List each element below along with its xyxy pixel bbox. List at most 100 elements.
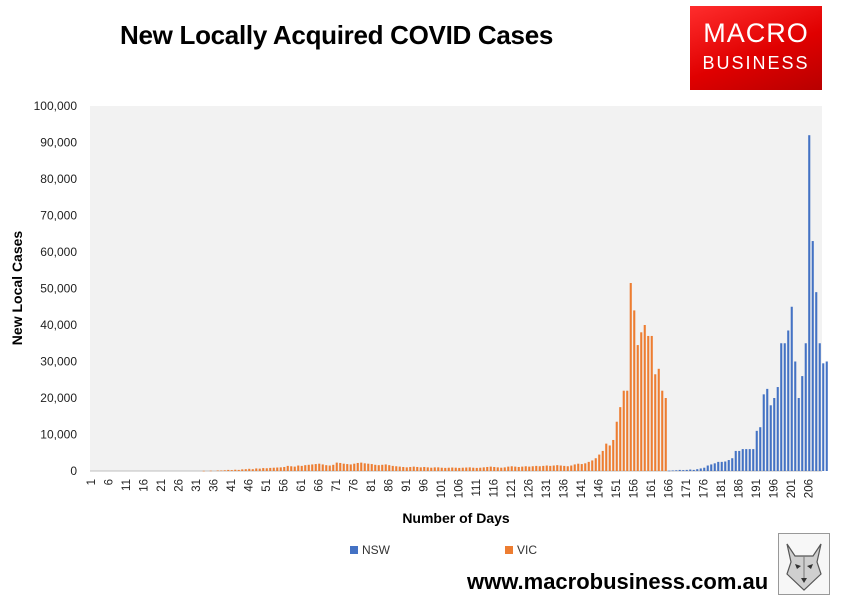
vic-bar: [444, 467, 447, 471]
x-tick-label: 111: [471, 479, 483, 496]
vic-bar: [542, 465, 545, 471]
legend-label-vic: VIC: [517, 543, 538, 557]
vic-bar: [514, 466, 517, 471]
vic-bar: [395, 466, 398, 471]
x-tick-label: 31: [191, 479, 203, 492]
vic-bar: [370, 464, 373, 471]
vic-bar: [654, 374, 657, 471]
x-tick-label: 41: [226, 479, 238, 492]
vic-bar: [258, 468, 261, 471]
vic-bar: [248, 468, 251, 471]
nsw-bar: [759, 427, 762, 471]
vic-bar: [412, 466, 415, 471]
vic-bar: [244, 469, 247, 471]
vic-bar: [622, 390, 625, 471]
vic-bar: [304, 465, 307, 471]
y-tick-label: 40,000: [40, 318, 77, 332]
nsw-bar: [811, 241, 814, 471]
vic-bar: [468, 467, 471, 471]
vic-bar: [300, 465, 303, 471]
nsw-bar: [668, 470, 671, 472]
x-tick-label: 101: [436, 479, 448, 498]
vic-bar: [409, 466, 412, 471]
nsw-bar: [713, 463, 716, 471]
vic-bar: [559, 465, 562, 471]
x-tick-label: 51: [261, 479, 273, 492]
vic-bar: [325, 465, 328, 471]
x-tick-label: 126: [523, 479, 535, 498]
y-tick-label: 30,000: [40, 355, 77, 369]
nsw-bar: [787, 330, 790, 471]
y-tick-label: 20,000: [40, 391, 77, 405]
x-tick-label: 86: [383, 479, 395, 492]
nsw-bar: [825, 361, 828, 471]
x-tick-label: 141: [576, 479, 588, 498]
vic-bar: [227, 469, 230, 471]
nsw-bar: [727, 460, 730, 471]
vic-bar: [318, 463, 321, 471]
logo-line-2: BUSINESS: [702, 53, 810, 73]
vic-bar: [601, 450, 604, 471]
nsw-bar: [815, 292, 818, 471]
nsw-series: [668, 135, 828, 472]
x-tick-label: 171: [681, 479, 693, 498]
nsw-bar: [755, 430, 758, 471]
vic-bar: [461, 467, 464, 471]
vic-bar: [605, 443, 608, 472]
vic-bar: [538, 466, 541, 471]
vic-bar: [332, 464, 335, 471]
nsw-bar: [783, 343, 786, 471]
vic-bar: [612, 439, 615, 471]
vic-bar: [276, 467, 279, 471]
vic-bar: [363, 463, 366, 471]
nsw-bar: [675, 470, 678, 471]
vic-bar: [398, 466, 401, 471]
nsw-bar: [752, 449, 755, 471]
vic-bar: [472, 467, 475, 471]
x-tick-label: 206: [803, 479, 815, 498]
x-tick-label: 11: [121, 479, 133, 491]
nsw-bar: [696, 469, 699, 471]
x-tick-label: 91: [401, 479, 413, 492]
vic-bar: [230, 470, 233, 471]
nsw-bar: [801, 376, 804, 471]
x-tick-label: 131: [541, 479, 553, 498]
vic-bar: [297, 465, 300, 471]
vic-bar: [416, 466, 419, 471]
nsw-bar: [766, 388, 769, 472]
vic-bar: [524, 466, 527, 471]
x-tick-label: 161: [646, 479, 658, 498]
vic-bar: [377, 465, 380, 471]
vic-bar: [465, 467, 468, 471]
vic-bar: [440, 467, 443, 471]
nsw-bar: [692, 469, 695, 471]
vic-bar: [458, 467, 461, 471]
vic-bar: [573, 464, 576, 471]
y-tick-label: 70,000: [40, 209, 77, 223]
nsw-bar: [790, 306, 793, 471]
vic-bar: [556, 465, 559, 471]
vic-bar: [479, 467, 482, 471]
vic-bar: [608, 445, 611, 471]
x-tick-label: 106: [453, 479, 465, 498]
x-axis-ticks: 1 6 11 16 21 26 31 36 41 46 51 56 61 66 71 76 81 86 91 96 10…: [86, 479, 816, 498]
x-tick-label: 156: [628, 479, 640, 498]
vic-bar: [251, 469, 254, 471]
x-tick-label: 121: [506, 479, 518, 498]
vic-bar: [454, 467, 457, 471]
vic-bar: [405, 467, 408, 471]
nsw-bar: [780, 343, 783, 471]
y-tick-label: 10,000: [40, 428, 77, 442]
legend-label-nsw: NSW: [362, 543, 390, 557]
x-tick-label: 36: [208, 479, 220, 492]
x-tick-label: 146: [593, 479, 605, 498]
vic-bar: [563, 465, 566, 471]
vic-bar: [262, 468, 265, 471]
vic-bar: [223, 470, 226, 471]
vic-bar: [486, 466, 489, 471]
vic-bar: [374, 464, 377, 471]
vic-bar: [335, 462, 338, 471]
vic-bar: [342, 463, 345, 471]
nsw-bar: [738, 450, 741, 471]
vic-bar: [451, 467, 454, 471]
